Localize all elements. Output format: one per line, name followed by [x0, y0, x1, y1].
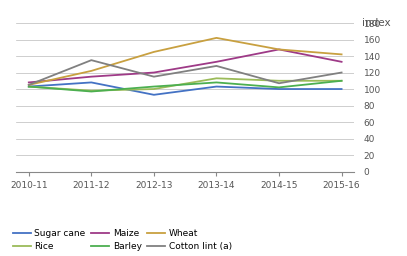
Text: index: index	[362, 18, 391, 28]
Legend: Sugar cane, Rice, Maize, Barley, Wheat, Cotton lint (a): Sugar cane, Rice, Maize, Barley, Wheat, …	[13, 229, 232, 251]
Y-axis label: index: index	[0, 255, 1, 256]
